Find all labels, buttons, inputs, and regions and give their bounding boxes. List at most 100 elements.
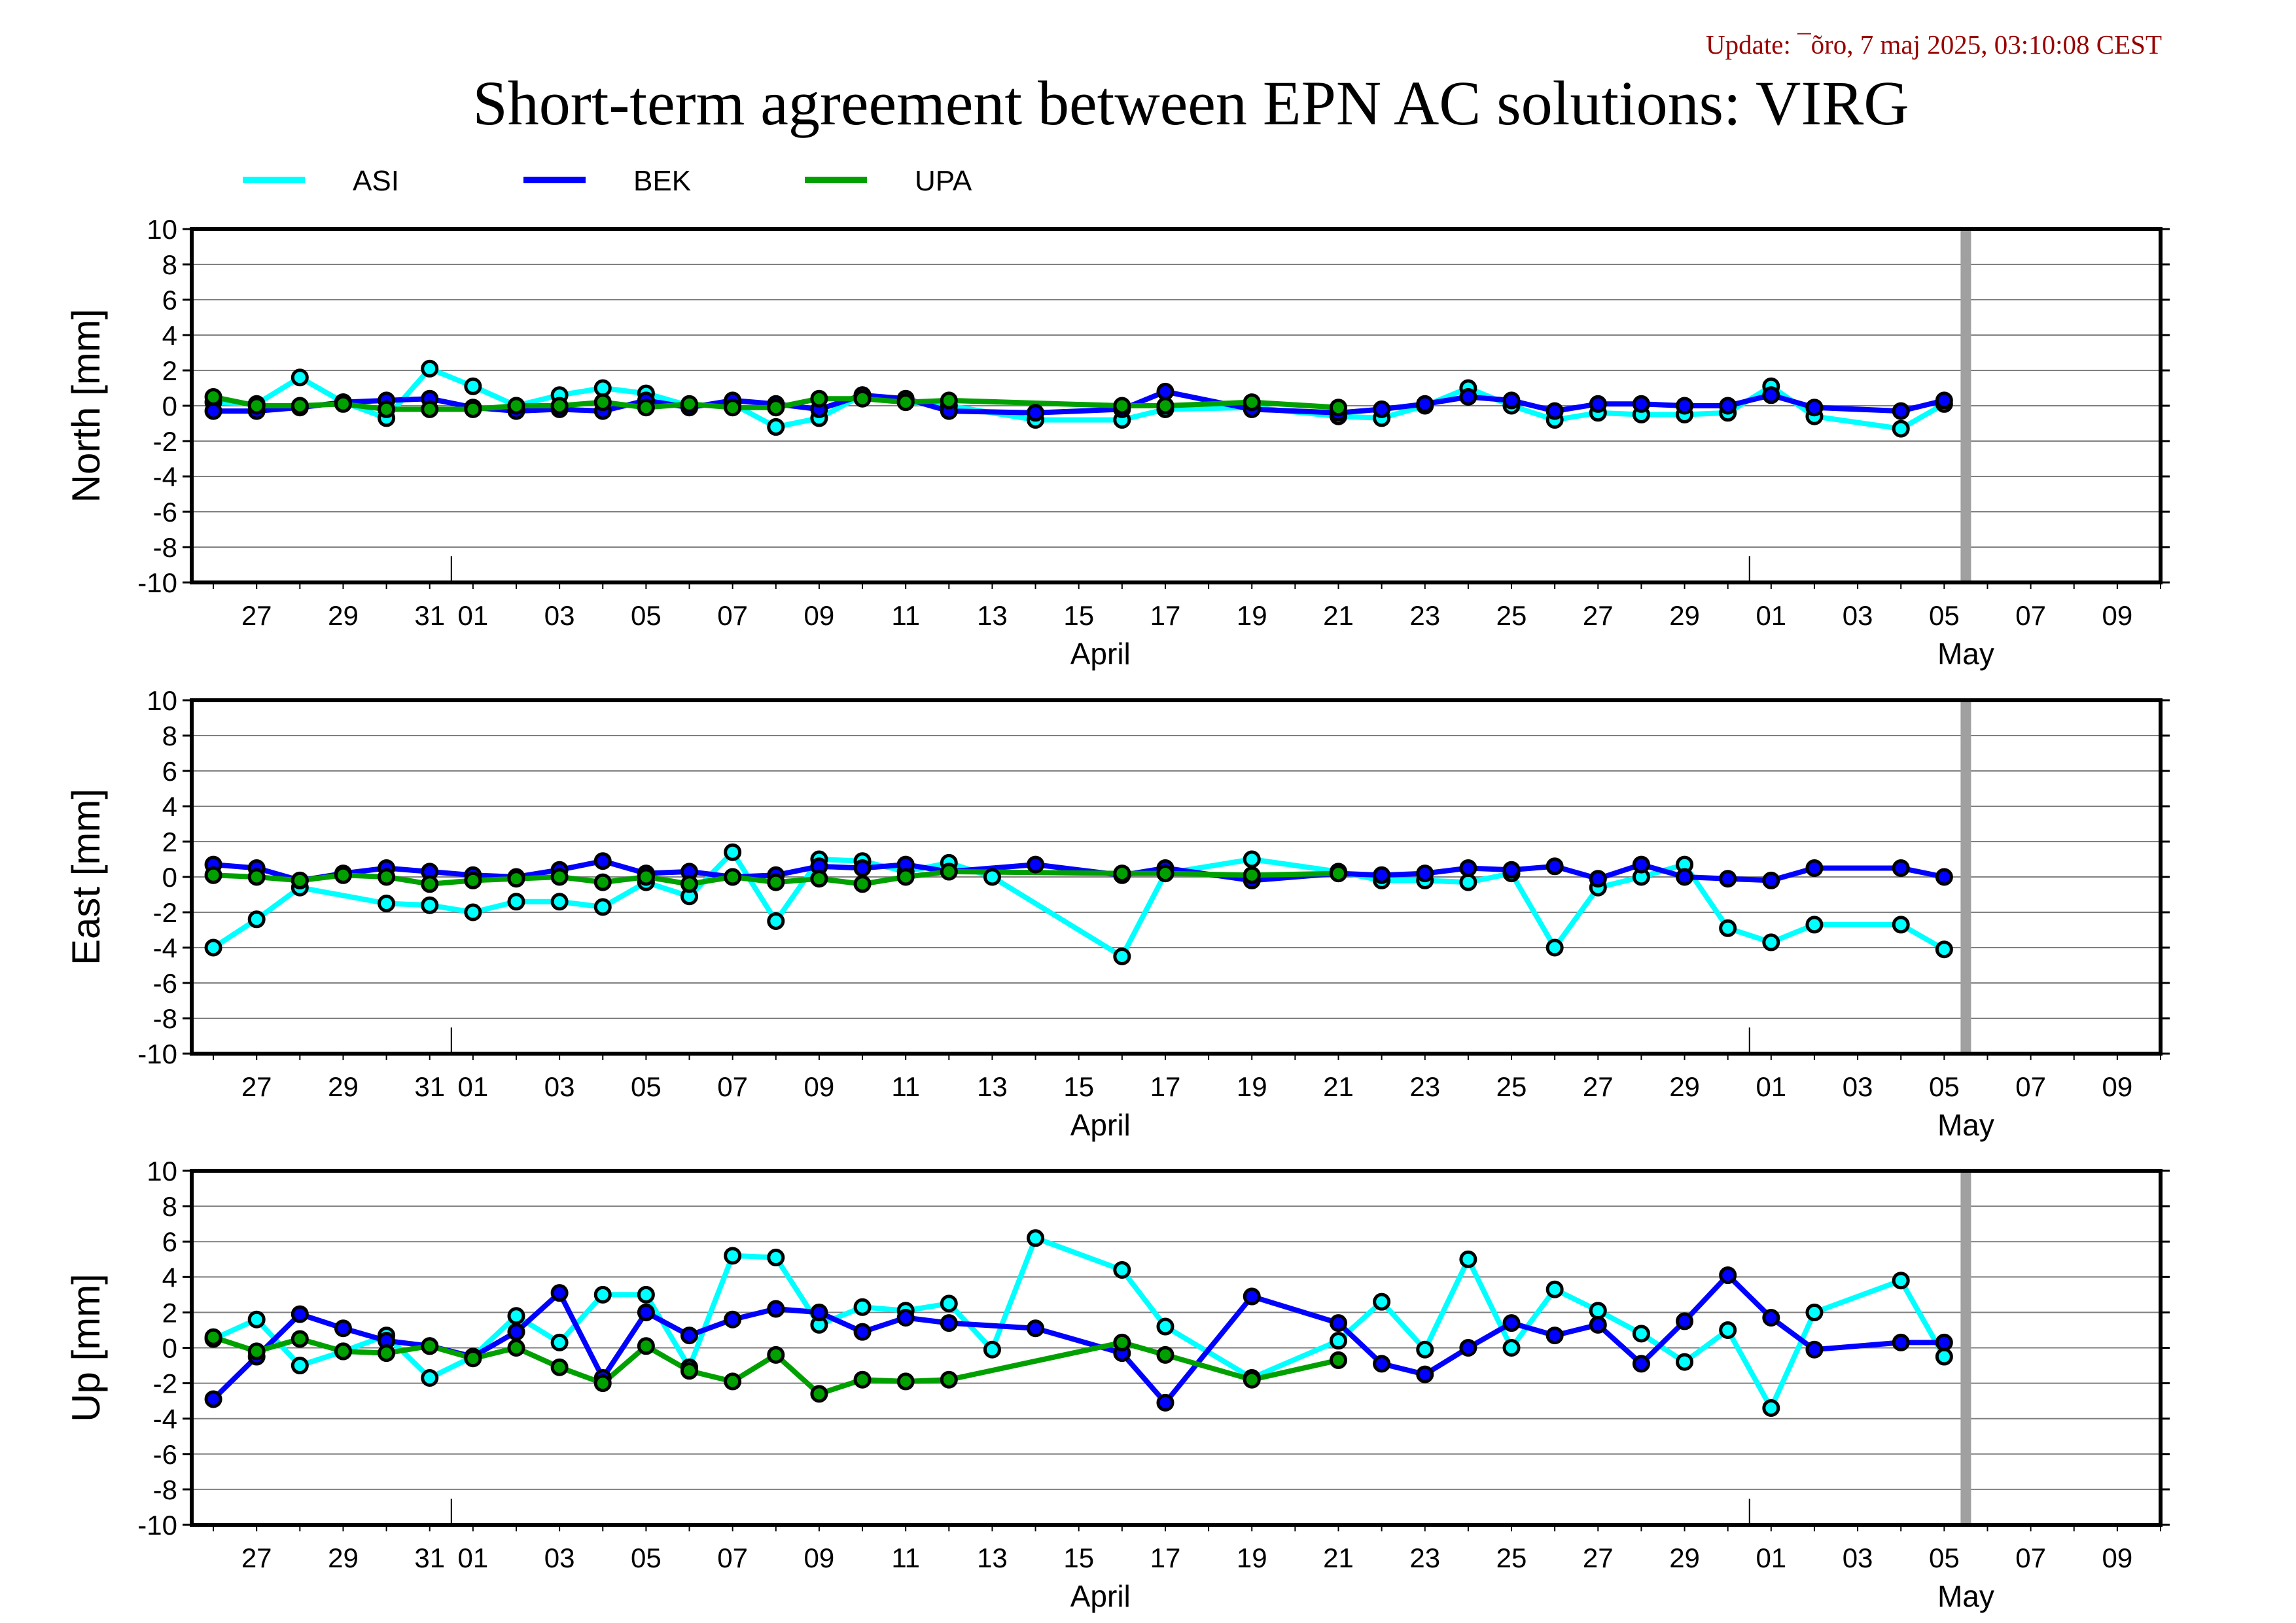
data-point-asi [1589, 1302, 1607, 1320]
x-tick-label: 03 [1843, 1543, 1873, 1573]
x-tick-label: 29 [328, 600, 359, 631]
data-point-upa [637, 399, 655, 417]
data-point-bek [1719, 397, 1737, 415]
y-tick-label: -8 [153, 1474, 177, 1505]
x-tick-label: 05 [1929, 1071, 1960, 1102]
data-point-bek [1027, 855, 1045, 874]
data-point-upa [204, 388, 222, 406]
data-point-asi [421, 896, 439, 914]
data-point-upa [291, 871, 309, 889]
x-tick-label: 03 [544, 1071, 575, 1102]
data-point-asi [464, 377, 482, 395]
data-point-asi [1243, 850, 1261, 868]
data-point-bek [1545, 857, 1564, 876]
x-tick-label: 25 [1496, 1543, 1527, 1573]
data-point-asi [1459, 873, 1477, 891]
data-point-bek [1805, 399, 1824, 417]
data-point-bek [1719, 870, 1737, 888]
data-point-upa [204, 866, 222, 884]
y-tick-label: -10 [137, 1510, 177, 1541]
x-tick-label: 07 [717, 1543, 748, 1573]
data-point-bek [1329, 1314, 1347, 1332]
data-point-asi [378, 895, 396, 912]
data-point-asi [507, 1307, 525, 1325]
month-label-april: April [1070, 1579, 1131, 1613]
month-label-may: May [1937, 637, 1994, 671]
data-point-asi [1329, 1332, 1347, 1350]
data-point-bek [1719, 1266, 1737, 1285]
y-tick-label: -4 [153, 933, 177, 963]
data-point-bek [291, 1305, 309, 1323]
data-point-upa [637, 868, 655, 886]
y-tick-label: 4 [162, 320, 177, 351]
data-point-upa [853, 389, 872, 408]
data-point-bek [1632, 855, 1650, 874]
x-tick-label: 01 [1756, 600, 1786, 631]
x-tick-label: 27 [1583, 600, 1614, 631]
data-point-asi [593, 1285, 612, 1304]
data-point-upa [550, 868, 569, 886]
x-tick-label: 19 [1237, 600, 1267, 631]
x-tick-label: 05 [631, 1071, 662, 1102]
data-point-asi [1632, 1325, 1650, 1343]
x-tick-label: 23 [1409, 600, 1440, 631]
data-point-asi [637, 1285, 655, 1304]
data-point-bek [1935, 1333, 1953, 1351]
panel-up: 10 8 6 4 2 0 -2 -4 -6 -8 -10 27 29 31 01 03 05 07 09 11 13 15… [64, 1156, 2170, 1613]
data-point-bek [680, 1327, 699, 1345]
data-point-upa [1156, 397, 1174, 415]
data-point-bek [1589, 870, 1607, 888]
x-tick-label: 27 [1583, 1543, 1614, 1573]
y-tick-label: 6 [162, 756, 177, 787]
y-tick-label: -6 [153, 497, 177, 527]
x-tick-label: 07 [2015, 1543, 2046, 1573]
data-point-upa [291, 397, 309, 415]
month-label-april: April [1070, 637, 1131, 671]
data-point-upa [810, 870, 828, 888]
data-point-upa [378, 400, 396, 418]
y-tick-label: -2 [153, 426, 177, 457]
y-tick-label: 4 [162, 791, 177, 822]
data-point-bek [1416, 865, 1434, 883]
data-point-upa [896, 1372, 915, 1391]
data-point-asi [550, 893, 569, 911]
x-tick-label: 03 [1843, 1071, 1873, 1102]
data-point-bek [334, 1319, 352, 1338]
data-point-asi [767, 912, 785, 930]
data-point-bek [1027, 1319, 1045, 1338]
x-tick-label: 07 [2015, 600, 2046, 631]
data-point-asi [1892, 916, 1910, 934]
data-point-bek [1589, 1315, 1607, 1334]
y-axis-title: North [mm] [64, 309, 108, 503]
data-point-asi [247, 910, 266, 929]
y-tick-label: 8 [162, 721, 177, 751]
data-point-bek [637, 1303, 655, 1321]
data-point-asi [291, 1357, 309, 1375]
data-point-upa [1243, 1370, 1261, 1389]
legend-label-upa: UPA [915, 165, 972, 197]
x-tick-label: 31 [414, 1071, 445, 1102]
data-point-upa [421, 875, 439, 893]
data-point-upa [896, 868, 915, 886]
data-point-asi [1762, 933, 1780, 952]
data-point-asi [767, 418, 785, 436]
x-tick-label: 01 [457, 1071, 488, 1102]
data-point-asi [1113, 1260, 1131, 1279]
data-point-upa [1156, 865, 1174, 883]
data-point-upa [464, 1349, 482, 1368]
y-axis-title: Up [mm] [64, 1274, 108, 1422]
x-tick-label: 21 [1323, 600, 1354, 631]
x-tick-label: 15 [1063, 1543, 1094, 1573]
x-tick-label: 31 [414, 600, 445, 631]
y-tick-label: 4 [162, 1262, 177, 1293]
data-point-asi [1027, 1229, 1045, 1247]
x-tick-label: 07 [2015, 1071, 2046, 1102]
data-point-upa [680, 1362, 699, 1380]
update-timestamp: Update: ¯õro, 7 maj 2025, 03:10:08 CEST [1706, 29, 2162, 60]
legend-label-bek: BEK [633, 165, 691, 197]
data-point-asi [767, 1249, 785, 1267]
data-point-upa [204, 1328, 222, 1346]
data-point-bek [1805, 859, 1824, 877]
x-tick-label: 13 [977, 1071, 1008, 1102]
data-point-asi [1892, 1272, 1910, 1290]
